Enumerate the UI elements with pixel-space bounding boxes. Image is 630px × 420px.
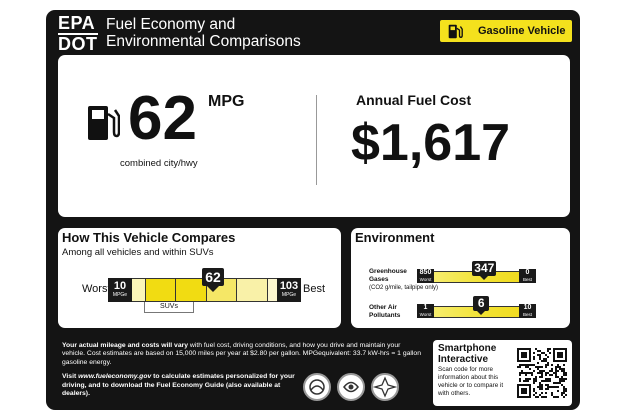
agency-epa: EPA bbox=[58, 14, 98, 35]
scale-max-unit: MPGe bbox=[281, 292, 297, 298]
environment-panel: Environment Greenhouse Gases (CO2 g/mile… bbox=[351, 228, 570, 328]
smartphone-title-line1: Smartphone bbox=[438, 343, 497, 354]
ghg-label-sub: (CO2 g/mile, tailpipe only) bbox=[369, 285, 439, 291]
ghg-label: Greenhouse Gases (CO2 g/mile, tailpipe o… bbox=[369, 268, 438, 292]
smartphone-text: Scan code for more information about thi… bbox=[438, 366, 504, 397]
best-label: Best bbox=[303, 283, 326, 295]
vehicle-type-text: Gasoline Vehicle bbox=[478, 25, 566, 37]
scale-segment bbox=[176, 279, 207, 301]
mpg-unit: MPG bbox=[208, 93, 245, 110]
smog-label: Other Air Pollutants bbox=[369, 304, 400, 320]
doe-seal-icon bbox=[371, 373, 399, 401]
ghg-worst-value: 850 bbox=[419, 269, 432, 276]
fuel-economy-panel: 62 MPG combined city/hwy Annual Fuel Cos… bbox=[58, 55, 570, 217]
mpg-value: 62 bbox=[128, 84, 197, 153]
smog-label-line1: Other Air bbox=[369, 304, 397, 311]
smog-worst-value: 1 bbox=[423, 304, 428, 311]
ghg-label-line2: Gases bbox=[369, 276, 389, 283]
agency-dot: DOT bbox=[58, 34, 98, 54]
footer-bold-text: Your actual mileage and costs will vary bbox=[62, 342, 189, 349]
ghg-best-box: 0 Best bbox=[519, 269, 536, 283]
smog-worst-text: Worst bbox=[419, 312, 432, 317]
class-range-label: SUVs bbox=[144, 302, 194, 313]
annual-cost-label: Annual Fuel Cost bbox=[356, 92, 472, 108]
comparison-title: How This Vehicle Compares bbox=[62, 230, 236, 245]
ghg-worst-text: Worst bbox=[419, 277, 432, 282]
label-title-line1: Fuel Economy and bbox=[106, 16, 236, 33]
footer-visit-rest: to calculate estimates personalized for … bbox=[62, 373, 295, 398]
fuel-pump-icon bbox=[448, 24, 463, 39]
footer-text-rest: with fuel cost, driving conditions, and … bbox=[62, 342, 421, 366]
scale-min-box: 10 MPGe bbox=[108, 278, 132, 302]
smartphone-title-line2: Interactive bbox=[438, 354, 489, 365]
smartphone-panel: Smartphone Interactive Scan code for mor… bbox=[433, 340, 572, 406]
worst-label: Worst bbox=[82, 283, 111, 295]
ghg-best-value: 0 bbox=[525, 269, 530, 276]
qr-code-icon[interactable] bbox=[515, 344, 569, 402]
scale-max-box: 103 MPGe bbox=[277, 278, 301, 302]
comparison-subtitle: Among all vehicles and within SUVs bbox=[62, 247, 214, 258]
footer-disclaimer: Your actual mileage and costs will vary … bbox=[62, 342, 422, 404]
footer-visit-text: Visit bbox=[62, 373, 79, 381]
ghg-label-line1: Greenhouse bbox=[369, 268, 407, 275]
ghg-best-text: Best bbox=[522, 277, 532, 282]
vehicle-type-badge: Gasoline Vehicle bbox=[440, 20, 572, 42]
annual-cost-value: $1,617 bbox=[351, 114, 511, 172]
footer-paragraph-1: Your actual mileage and costs will vary … bbox=[62, 342, 422, 367]
smog-worst-box: 1 Worst bbox=[417, 304, 434, 318]
environment-title: Environment bbox=[355, 230, 435, 245]
scale-min-unit: MPGe bbox=[112, 292, 128, 298]
label-title: Fuel Economy and Environmental Compariso… bbox=[106, 16, 301, 50]
ghg-worst-box: 850 Worst bbox=[417, 269, 434, 283]
fuel-economy-label: EPA DOT Fuel Economy and Environmental C… bbox=[46, 10, 580, 410]
smog-best-box: 10 Best bbox=[519, 304, 536, 318]
footer-paragraph-2: Visit www.fueleconomy.gov to calculate e… bbox=[62, 373, 297, 398]
smog-label-line2: Pollutants bbox=[369, 312, 401, 319]
smartphone-title: Smartphone Interactive bbox=[438, 343, 496, 365]
agency-logo: EPA DOT bbox=[58, 14, 98, 54]
fueleconomy-link[interactable]: www.fueleconomy.gov bbox=[78, 373, 152, 381]
scale-segment bbox=[145, 279, 176, 301]
mpg-caption: combined city/hwy bbox=[120, 158, 198, 169]
ghg-marker: 347 bbox=[472, 261, 497, 280]
dot-seal-icon bbox=[337, 373, 365, 401]
fuel-pump-icon bbox=[88, 106, 120, 140]
vehicle-marker: 62 bbox=[202, 268, 225, 292]
divider bbox=[316, 95, 317, 185]
smog-best-text: Best bbox=[522, 312, 532, 317]
comparison-panel: How This Vehicle Compares Among all vehi… bbox=[58, 228, 341, 328]
epa-seal-icon bbox=[303, 373, 331, 401]
smog-best-value: 10 bbox=[523, 304, 532, 311]
agency-seals bbox=[302, 372, 406, 404]
scale-min-value: 10 bbox=[113, 280, 127, 292]
scale-segment bbox=[237, 279, 268, 301]
scale-max-value: 103 bbox=[279, 280, 299, 292]
label-title-line2: Environmental Comparisons bbox=[106, 33, 301, 50]
smog-marker: 6 bbox=[473, 296, 490, 315]
